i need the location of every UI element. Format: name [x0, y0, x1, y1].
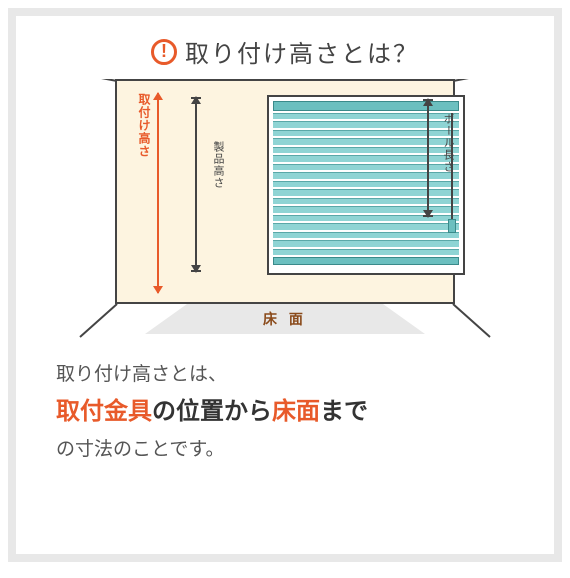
blind-slat	[273, 240, 459, 246]
blind-slat	[273, 138, 459, 144]
blind-slat	[273, 155, 459, 161]
desc-from: の位置から	[152, 398, 272, 425]
description: 取り付け高さとは、 取付金具の位置から床面まで の寸法のことです。	[16, 339, 554, 461]
blind-slat	[273, 189, 459, 195]
desc-outro: の寸法のことです。	[56, 434, 514, 461]
desc-to: まで	[320, 398, 368, 425]
blind-slat	[273, 113, 459, 119]
blind-slat	[273, 172, 459, 178]
blind-slat	[273, 147, 459, 153]
blind-bottomrail	[273, 257, 459, 265]
wall: 取付け高さ 製品高さ	[115, 79, 455, 304]
title-text: 取り付け高さとは？	[185, 34, 419, 69]
desc-bracket: 取付金具	[56, 398, 152, 425]
blind-slats	[273, 113, 459, 255]
pole-tip	[448, 219, 456, 233]
blind-slat	[273, 223, 459, 229]
label-pole-length: ポール長さ	[440, 113, 456, 173]
arrow-product-height	[195, 97, 197, 272]
desc-main: 取付金具の位置から床面まで	[56, 394, 514, 430]
desc-intro: 取り付け高さとは、	[56, 359, 514, 386]
floor-label: 床 面	[263, 309, 307, 329]
alert-icon: !	[151, 39, 177, 65]
blind-slat	[273, 198, 459, 204]
measure-install-height: 取付け高さ	[133, 93, 156, 293]
blind-slat	[273, 121, 459, 127]
arrow-pole-length	[427, 99, 429, 217]
floor-shape: 床 面	[145, 304, 425, 334]
floor: 床 面	[75, 304, 495, 334]
arrow-install-height	[157, 93, 159, 293]
blind-slat	[273, 232, 459, 238]
info-card: ! 取り付け高さとは？ 取付け高さ 製品高さ	[8, 8, 562, 562]
window-blind	[267, 95, 465, 275]
label-install-height: 取付け高さ	[136, 93, 153, 158]
blind-slat	[273, 181, 459, 187]
blind-slat	[273, 164, 459, 170]
label-product-height: 製品高さ	[210, 141, 226, 189]
room-diagram: 取付け高さ 製品高さ	[75, 79, 495, 339]
desc-floor: 床面	[272, 398, 320, 425]
blind-slat	[273, 249, 459, 255]
title-row: ! 取り付け高さとは？	[16, 16, 554, 79]
blind-slat	[273, 130, 459, 136]
